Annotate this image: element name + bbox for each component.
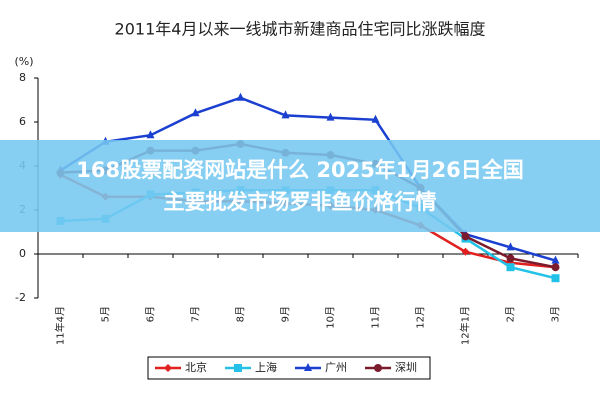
- marker: [236, 92, 245, 101]
- x-tick-label: 8月: [235, 306, 247, 322]
- series-line: [59, 96, 556, 262]
- y-tick-label: 0: [19, 247, 26, 260]
- overlay-text: 168股票配资网站是什么 2025年1月26日全国: [76, 158, 524, 182]
- marker: [461, 247, 470, 256]
- legend-label: 广州: [325, 361, 347, 374]
- chart-title: 2011年4月以来一线城市新建商品住宅同比涨跌幅度: [115, 20, 486, 39]
- x-tick-label: 5月: [100, 306, 112, 322]
- marker: [281, 110, 290, 119]
- y-tick-label: -2: [15, 291, 26, 304]
- marker: [506, 254, 515, 263]
- x-tick-label: 6月: [145, 306, 157, 322]
- overlay-text: 主要批发市场罗非鱼价格行情: [163, 190, 437, 214]
- marker: [551, 255, 560, 264]
- y-tick-label: 8: [19, 71, 26, 84]
- x-tick-label: 7月: [190, 306, 202, 322]
- marker: [191, 108, 200, 117]
- marker: [506, 242, 515, 251]
- legend-marker: [304, 363, 312, 371]
- legend-marker: [374, 364, 382, 372]
- legend-marker: [234, 364, 242, 372]
- marker: [506, 263, 515, 272]
- y-tick-label: 6: [19, 115, 26, 128]
- x-tick-label: 12月: [415, 306, 427, 329]
- x-tick-label: 9月: [280, 306, 292, 322]
- legend-box: [147, 356, 431, 380]
- overlay-banner: 168股票配资网站是什么 2025年1月26日全国 主要批发市场罗非鱼价格行情: [0, 140, 600, 232]
- legend-label: 上海: [255, 360, 277, 374]
- marker: [146, 130, 155, 139]
- legend-marker: [164, 364, 172, 372]
- marker: [551, 274, 560, 283]
- marker: [551, 263, 560, 272]
- x-tick-label: 10月: [325, 306, 337, 329]
- marker: [371, 114, 380, 123]
- x-tick-label: 12年1月: [459, 306, 472, 345]
- legend-label: 深圳: [395, 361, 417, 374]
- marker: [326, 112, 335, 121]
- legend-label: 北京: [185, 360, 207, 374]
- x-tick-label: 11年4月: [54, 306, 67, 345]
- y-axis-label: (%): [14, 55, 33, 68]
- x-tick-label: 11月: [370, 306, 382, 329]
- marker: [461, 232, 470, 241]
- x-tick-label: 3月: [550, 306, 562, 322]
- x-tick-label: 2月: [505, 306, 517, 322]
